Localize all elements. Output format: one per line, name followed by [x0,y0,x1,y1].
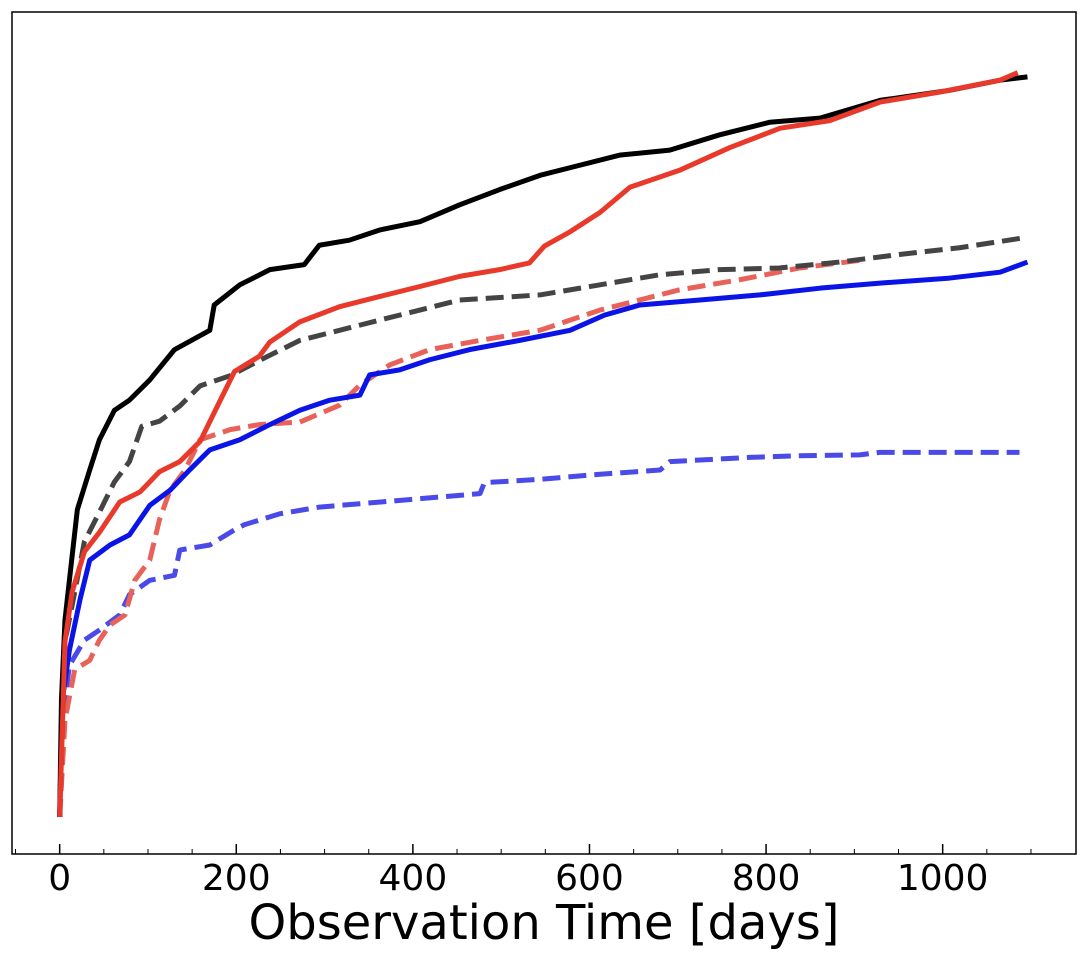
series-line [57,70,1019,818]
x-tick-label: 800 [732,858,801,899]
x-tick-label: 600 [555,858,624,899]
x-tick-label: 200 [202,858,271,899]
series-line [57,449,1020,818]
x-tick-label: 1000 [897,858,989,899]
x-axis-label: Observation Time [days] [248,895,839,951]
series-line [57,235,1026,818]
series-line [57,259,1029,818]
x-tick-label: 400 [379,858,448,899]
x-tick-label: 0 [48,858,71,899]
plot-frame [11,11,1077,855]
series-line [57,257,860,818]
series-line [57,74,1028,817]
